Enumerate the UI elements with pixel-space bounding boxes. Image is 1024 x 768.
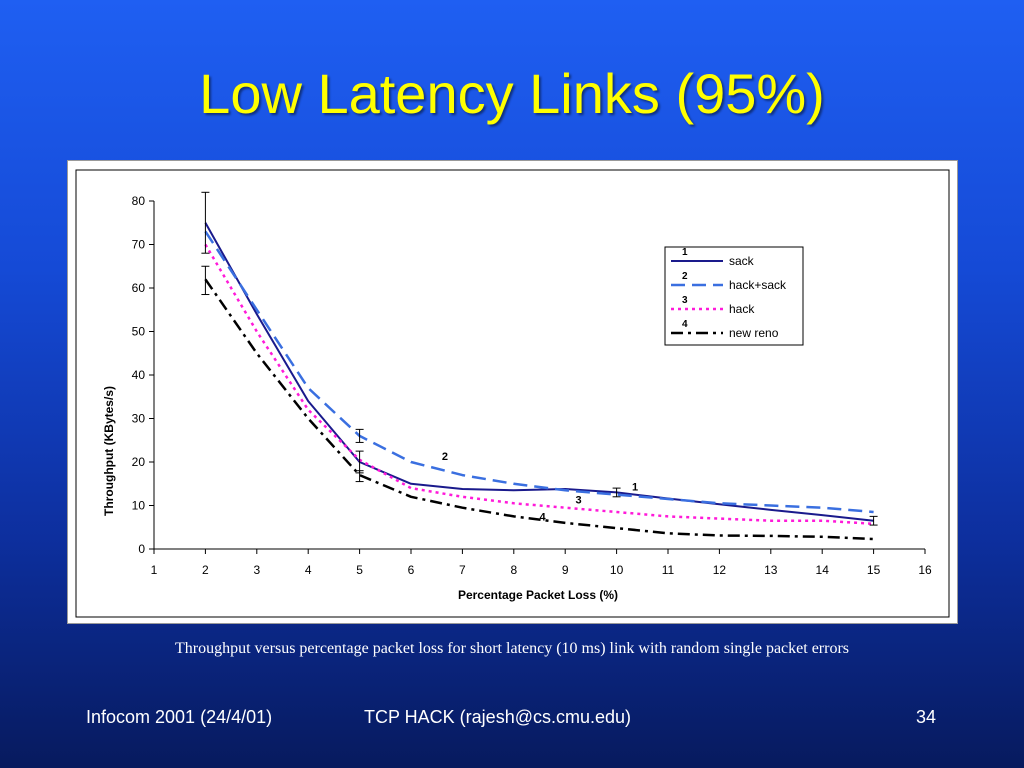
chart-inner-border bbox=[75, 169, 950, 618]
x-tick-label: 3 bbox=[253, 563, 260, 577]
x-tick-label: 9 bbox=[562, 563, 569, 577]
series-line-hack-sack bbox=[204, 230, 874, 514]
x-tick-label: 1 bbox=[151, 563, 158, 577]
x-axis-label: Percentage Packet Loss (%) bbox=[458, 588, 618, 602]
x-tick-label: 12 bbox=[713, 563, 727, 577]
x-tick-label: 8 bbox=[510, 563, 517, 577]
legend-label: sack bbox=[729, 254, 755, 268]
y-tick-label: 20 bbox=[132, 455, 146, 469]
legend-label: new reno bbox=[729, 326, 779, 340]
slide-title: Low Latency Links (95%) bbox=[199, 62, 825, 125]
series-number-label: 2 bbox=[442, 451, 448, 463]
y-tick-label: 60 bbox=[132, 281, 146, 295]
x-tick-label: 5 bbox=[356, 563, 363, 577]
series-number-label: 3 bbox=[575, 494, 581, 506]
x-tick-label: 4 bbox=[305, 563, 312, 577]
footer-page-number: 34 bbox=[916, 707, 937, 727]
x-tick-label: 7 bbox=[459, 563, 466, 577]
x-tick-label: 15 bbox=[867, 563, 881, 577]
x-tick-label: 2 bbox=[202, 563, 209, 577]
legend-box bbox=[664, 246, 804, 346]
y-tick-label: 70 bbox=[132, 238, 146, 252]
footer-center: TCP HACK (rajesh@cs.cmu.edu) bbox=[364, 707, 632, 727]
legend-number: 2 bbox=[682, 271, 688, 282]
x-tick-label: 10 bbox=[610, 563, 624, 577]
y-tick-label: 80 bbox=[132, 194, 146, 208]
x-tick-label: 6 bbox=[408, 563, 415, 577]
legend-label: hack bbox=[729, 302, 755, 316]
y-tick-label: 30 bbox=[132, 412, 146, 426]
footer-left: Infocom 2001 (24/4/01) bbox=[86, 707, 273, 727]
x-tick-label: 13 bbox=[764, 563, 778, 577]
chart-frame: 0 10 20 30 40 50 60 70 80 1 2 3 4 5 6 7 8 9 10 11 12 13 14 15 16… bbox=[67, 160, 958, 624]
legend-number: 4 bbox=[682, 319, 688, 330]
series-number-label: 1 bbox=[632, 481, 638, 493]
legend-label: hack+sack bbox=[729, 278, 787, 292]
legend-number: 3 bbox=[682, 295, 688, 306]
x-tick-label: 16 bbox=[918, 563, 932, 577]
series-line-new-reno bbox=[204, 278, 874, 541]
legend-number: 1 bbox=[682, 247, 688, 258]
y-tick-label: 0 bbox=[138, 542, 145, 556]
chart-caption: Throughput versus percentage packet loss… bbox=[174, 640, 850, 657]
x-tick-label: 14 bbox=[816, 563, 830, 577]
y-tick-label: 10 bbox=[132, 499, 146, 513]
y-tick-label: 40 bbox=[132, 368, 146, 382]
y-tick-label: 50 bbox=[132, 325, 146, 339]
series-number-label: 4 bbox=[540, 512, 547, 524]
x-tick-label: 11 bbox=[662, 563, 675, 577]
y-axis-label: Throughput (KBytes/s) bbox=[102, 386, 116, 516]
series-line-sack bbox=[204, 222, 874, 522]
